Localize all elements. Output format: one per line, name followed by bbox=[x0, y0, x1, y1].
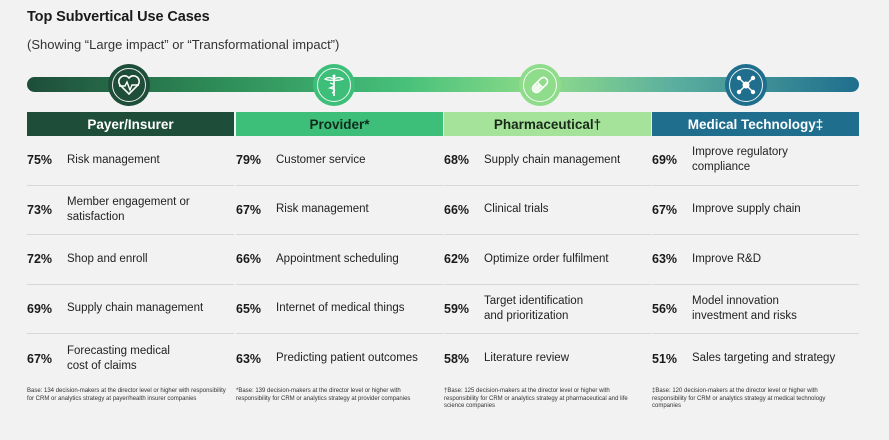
use-case-label: Shop and enroll bbox=[67, 252, 148, 265]
column-payer: Payer/Insurer 75% Risk management 73% Memb… bbox=[27, 112, 234, 384]
column-medical-technology: Medical Technology‡ 69% Improve regulator… bbox=[652, 112, 859, 384]
pill-capsule-icon bbox=[519, 64, 561, 106]
use-case-label: Supply chain management bbox=[67, 302, 204, 315]
column-provider: Provider* 79% Customer service 67% Risk ma… bbox=[236, 112, 443, 384]
list-item: 68% Supply chain management bbox=[444, 136, 651, 186]
percent-value: 59% bbox=[444, 301, 470, 316]
base-note: †Base: 125 decision-makers at the direct… bbox=[444, 388, 628, 409]
column-header: Pharmaceutical† bbox=[444, 112, 651, 136]
percent-value: 67% bbox=[652, 202, 678, 217]
use-case-label: Clinical trials bbox=[484, 203, 549, 216]
percent-value: 67% bbox=[236, 202, 262, 217]
page-subtitle: (Showing “Large impact” or “Transformati… bbox=[27, 37, 340, 52]
use-case-label: Internet of medical things bbox=[276, 302, 405, 315]
use-case-label: Risk management bbox=[67, 153, 160, 166]
column-header: Payer/Insurer bbox=[27, 112, 234, 136]
list-item: 59% Target identification and prioritizat… bbox=[444, 285, 651, 334]
column-header: Provider* bbox=[236, 112, 443, 136]
use-case-label: Improve R&D bbox=[692, 252, 762, 265]
percent-value: 63% bbox=[652, 252, 678, 267]
list-item: 58% Literature review bbox=[444, 334, 651, 384]
percent-value: 75% bbox=[27, 153, 53, 168]
list-item: 56% Model innovation investment and risks bbox=[652, 285, 859, 334]
percent-value: 58% bbox=[444, 351, 470, 366]
list-item: 67% Risk management bbox=[236, 186, 443, 235]
list-item: 79% Customer service bbox=[236, 136, 443, 186]
use-case-label: Model innovation investment and risks bbox=[692, 294, 797, 322]
percent-value: 62% bbox=[444, 252, 470, 267]
column-header: Medical Technology‡ bbox=[652, 112, 859, 136]
percent-value: 66% bbox=[236, 252, 262, 267]
use-case-label: Target identification and prioritization bbox=[484, 294, 584, 322]
page-title: Top Subvertical Use Cases bbox=[27, 9, 210, 25]
list-item: 51% Sales targeting and strategy bbox=[652, 334, 859, 384]
list-item: 67% Improve supply chain bbox=[652, 186, 859, 235]
percent-value: 56% bbox=[652, 301, 678, 316]
list-item: 66% Clinical trials bbox=[444, 186, 651, 235]
percent-value: 69% bbox=[27, 301, 53, 316]
use-case-label: Improve supply chain bbox=[692, 203, 801, 216]
percent-value: 68% bbox=[444, 153, 470, 168]
base-note: *Base: 139 decision-makers at the direct… bbox=[236, 388, 411, 402]
use-case-label: Forecasting medical cost of claims bbox=[67, 344, 170, 372]
list-item: 66% Appointment scheduling bbox=[236, 235, 443, 285]
list-item: 67% Forecasting medical cost of claims bbox=[27, 334, 234, 384]
list-item: 63% Predicting patient outcomes bbox=[236, 334, 443, 384]
list-item: 69% Improve regulatory compliance bbox=[652, 136, 859, 186]
caduceus-icon bbox=[313, 64, 355, 106]
molecule-network-icon bbox=[725, 64, 767, 106]
use-case-label: Sales targeting and strategy bbox=[692, 352, 836, 365]
percent-value: 69% bbox=[652, 153, 678, 168]
list-item: 63% Improve R&D bbox=[652, 235, 859, 285]
percent-value: 73% bbox=[27, 202, 53, 217]
percent-value: 67% bbox=[27, 351, 53, 366]
column-pharmaceutical: Pharmaceutical† 68% Supply chain manageme… bbox=[444, 112, 651, 384]
use-case-label: Predicting patient outcomes bbox=[276, 352, 418, 365]
use-case-label: Improve regulatory compliance bbox=[692, 146, 788, 174]
heart-monitor-icon bbox=[108, 64, 150, 106]
use-case-label: Supply chain management bbox=[484, 153, 621, 166]
percent-value: 63% bbox=[236, 351, 262, 366]
list-item: 75% Risk management bbox=[27, 136, 234, 186]
percent-value: 51% bbox=[652, 351, 678, 366]
percent-value: 66% bbox=[444, 202, 470, 217]
use-case-label: Member engagement or satisfaction bbox=[67, 195, 190, 223]
gradient-band bbox=[27, 77, 859, 92]
base-note: Base: 134 decision-makers at the directo… bbox=[27, 388, 226, 402]
list-item: 72% Shop and enroll bbox=[27, 235, 234, 285]
percent-value: 79% bbox=[236, 153, 262, 168]
list-item: 65% Internet of medical things bbox=[236, 285, 443, 334]
list-item: 69% Supply chain management bbox=[27, 285, 234, 334]
percent-value: 72% bbox=[27, 252, 53, 267]
list-item: 73% Member engagement or satisfaction bbox=[27, 186, 234, 235]
use-case-label: Literature review bbox=[484, 352, 570, 365]
percent-value: 65% bbox=[236, 301, 262, 316]
use-case-label: Appointment scheduling bbox=[276, 252, 399, 265]
base-note: ‡Base: 120 decision-makers at the direct… bbox=[652, 388, 826, 409]
list-item: 62% Optimize order fulfilment bbox=[444, 235, 651, 285]
use-case-label: Risk management bbox=[276, 203, 369, 216]
use-case-label: Customer service bbox=[276, 153, 366, 166]
use-case-label: Optimize order fulfilment bbox=[484, 252, 609, 265]
